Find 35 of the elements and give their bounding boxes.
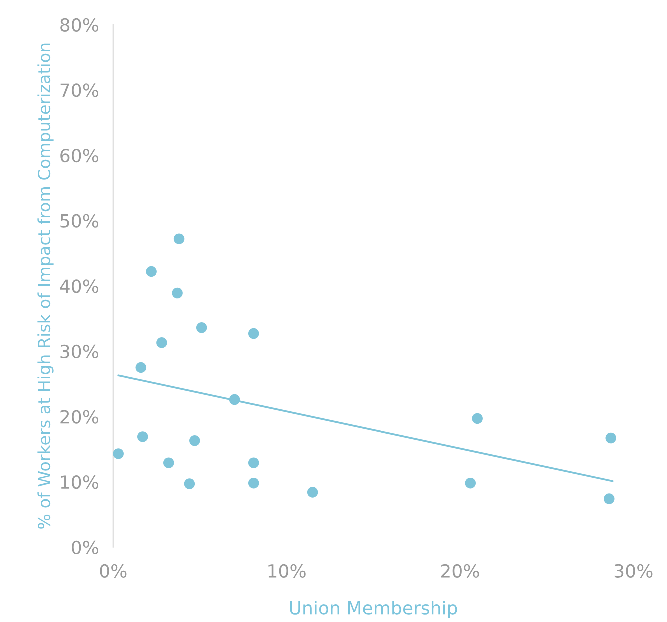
point	[229, 394, 240, 406]
point	[164, 458, 174, 468]
x-tick-label: 10%	[268, 564, 306, 578]
point	[606, 432, 616, 444]
point	[156, 338, 168, 348]
point	[248, 478, 260, 489]
y-tick-label: 20%	[60, 410, 99, 424]
x-tick-label: 20%	[441, 564, 480, 578]
point	[174, 234, 185, 244]
x-axis-title: Union Membership	[290, 600, 458, 618]
y-tick-label: 70%	[60, 84, 99, 98]
point	[136, 362, 147, 374]
point	[137, 432, 148, 442]
point	[248, 458, 260, 468]
y-tick-label: 40%	[60, 280, 99, 294]
point	[146, 266, 157, 278]
y-tick-label: 50%	[60, 214, 99, 228]
point	[472, 413, 483, 424]
x-tick-label: 30%	[614, 564, 653, 578]
point	[190, 436, 200, 446]
point	[184, 478, 196, 490]
y-axis-title: % of Workers at High Risk of Impact from Computerization	[38, 44, 54, 529]
point	[307, 487, 318, 498]
point	[248, 328, 260, 340]
point	[465, 478, 476, 489]
y-tick-label: 80%	[60, 18, 99, 32]
point	[172, 288, 183, 299]
point	[604, 494, 615, 504]
y-tick-label: 60%	[60, 148, 99, 163]
y-tick-label: 10%	[61, 476, 99, 490]
x-tick-label: 0%	[100, 564, 127, 578]
point	[113, 448, 124, 460]
y-tick-label: 30%	[60, 344, 99, 359]
y-tick-label: 0%	[72, 540, 99, 554]
point	[196, 322, 208, 334]
